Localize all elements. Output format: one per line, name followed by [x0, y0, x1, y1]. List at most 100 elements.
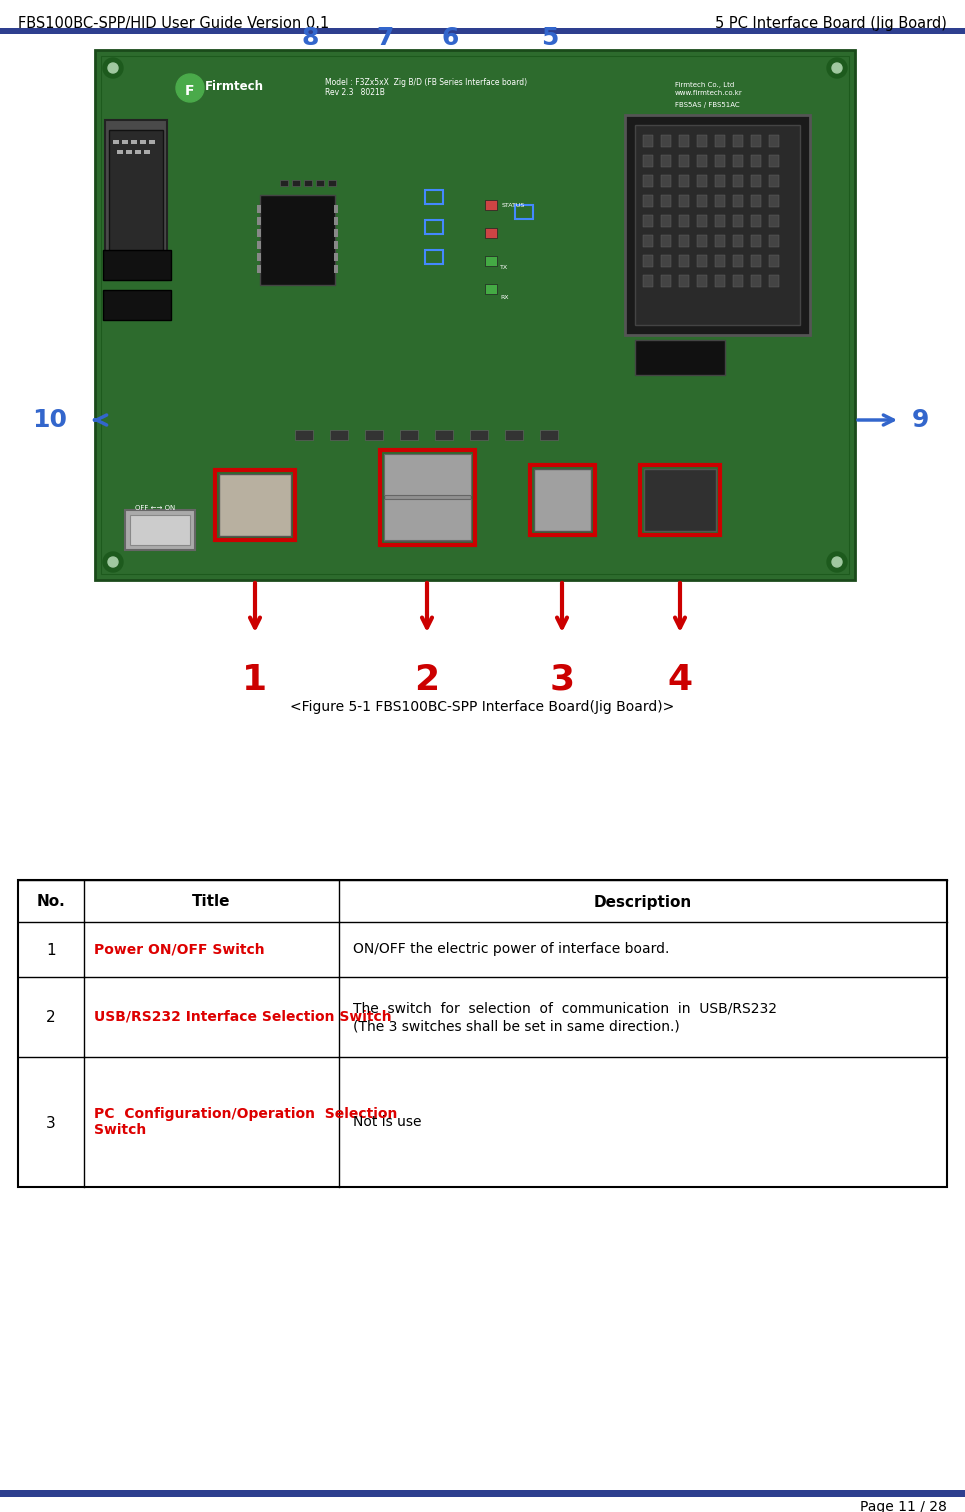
Bar — [715, 175, 725, 187]
Bar — [643, 215, 653, 227]
Bar — [435, 429, 453, 440]
Bar — [334, 228, 338, 237]
Text: Firmtech: Firmtech — [205, 80, 264, 94]
Circle shape — [832, 64, 842, 73]
Bar — [679, 275, 689, 287]
Bar — [257, 253, 261, 262]
Bar — [328, 180, 336, 186]
Bar — [530, 466, 595, 535]
Text: 8: 8 — [301, 26, 318, 50]
Bar — [109, 130, 163, 271]
Bar — [140, 141, 146, 144]
Bar — [365, 429, 383, 440]
Bar — [257, 228, 261, 237]
Bar — [635, 125, 800, 325]
Text: Power ON/OFF Switch: Power ON/OFF Switch — [94, 942, 264, 957]
Bar — [122, 141, 128, 144]
Text: 3: 3 — [549, 662, 574, 697]
Bar — [751, 135, 761, 147]
Bar — [733, 215, 743, 227]
Text: 2: 2 — [46, 1010, 56, 1025]
Bar — [643, 234, 653, 246]
Bar — [125, 510, 195, 550]
Bar — [113, 141, 119, 144]
Bar — [679, 195, 689, 207]
Bar — [751, 275, 761, 287]
Bar — [661, 175, 671, 187]
Text: No.: No. — [37, 895, 66, 910]
Bar — [661, 195, 671, 207]
Bar — [661, 215, 671, 227]
Bar — [697, 215, 707, 227]
Bar — [425, 191, 443, 204]
Text: FBS100BC-SPP/HID User Guide Version 0.1: FBS100BC-SPP/HID User Guide Version 0.1 — [18, 17, 329, 32]
Text: (The 3 switches shall be set in same direction.): (The 3 switches shall be set in same dir… — [353, 1019, 679, 1033]
Text: 1: 1 — [46, 943, 56, 959]
Bar — [400, 429, 418, 440]
Bar — [733, 195, 743, 207]
Bar — [126, 150, 132, 154]
Bar — [295, 429, 313, 440]
Text: USB/RS232 Interface Selection Switch: USB/RS232 Interface Selection Switch — [94, 1010, 392, 1024]
Bar — [334, 206, 338, 213]
Text: Firmtech Co., Ltd: Firmtech Co., Ltd — [675, 82, 734, 88]
Text: 2: 2 — [414, 662, 440, 697]
Bar — [769, 156, 779, 166]
Bar — [769, 175, 779, 187]
Text: STATUS: STATUS — [502, 203, 525, 209]
Bar — [715, 256, 725, 268]
Bar — [515, 206, 533, 219]
Text: The  switch  for  selection  of  communication  in  USB/RS232: The switch for selection of communicatio… — [353, 1001, 777, 1015]
Circle shape — [827, 57, 847, 79]
Bar — [334, 265, 338, 274]
Bar — [0, 29, 965, 33]
Bar — [215, 470, 295, 540]
Bar — [425, 221, 443, 234]
Text: 10: 10 — [33, 408, 68, 432]
Bar — [643, 175, 653, 187]
Text: 6: 6 — [441, 26, 458, 50]
Bar — [304, 180, 312, 186]
Bar — [316, 180, 324, 186]
Bar — [733, 156, 743, 166]
Bar — [697, 156, 707, 166]
Bar — [505, 429, 523, 440]
Bar — [679, 156, 689, 166]
Text: www.firmtech.co.kr: www.firmtech.co.kr — [675, 91, 743, 95]
Bar — [715, 215, 725, 227]
Bar — [257, 206, 261, 213]
Bar — [697, 135, 707, 147]
Bar — [751, 256, 761, 268]
Text: 4: 4 — [668, 662, 693, 697]
Text: PC  Configuration/Operation  Selection: PC Configuration/Operation Selection — [94, 1107, 398, 1120]
Bar — [661, 256, 671, 268]
Bar — [769, 275, 779, 287]
Text: FBS5AS / FBS51AC: FBS5AS / FBS51AC — [675, 101, 739, 107]
Bar — [534, 469, 591, 531]
Bar — [733, 256, 743, 268]
Bar — [715, 234, 725, 246]
Bar — [643, 256, 653, 268]
Text: F: F — [185, 85, 195, 98]
Bar — [679, 234, 689, 246]
Bar — [733, 275, 743, 287]
Bar — [715, 195, 725, 207]
Bar — [18, 880, 947, 1187]
Bar — [643, 135, 653, 147]
Bar — [769, 195, 779, 207]
Text: Switch: Switch — [94, 1123, 147, 1137]
Bar — [751, 156, 761, 166]
Bar — [330, 429, 348, 440]
Bar — [769, 234, 779, 246]
Bar — [697, 256, 707, 268]
Text: OFF ←→ ON: OFF ←→ ON — [135, 505, 175, 511]
Text: TX: TX — [500, 265, 509, 271]
Bar — [485, 228, 497, 237]
Bar — [635, 340, 725, 375]
Bar — [679, 256, 689, 268]
Circle shape — [832, 556, 842, 567]
Bar — [751, 175, 761, 187]
Bar — [149, 141, 155, 144]
Bar — [485, 200, 497, 210]
Bar — [625, 115, 810, 336]
